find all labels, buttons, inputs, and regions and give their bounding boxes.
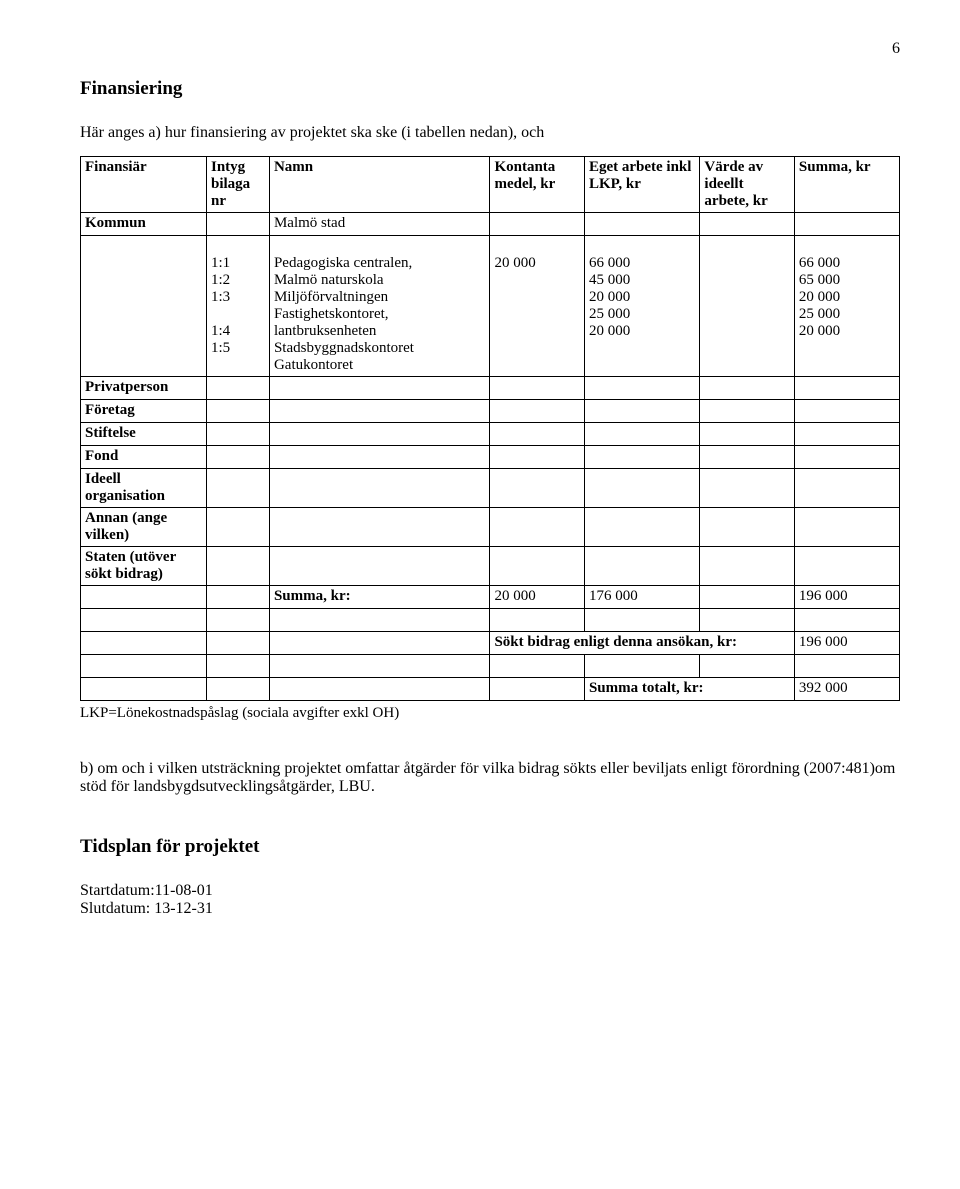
cell-foretag-label: Företag xyxy=(81,400,207,423)
paragraph-b: b) om och i vilken utsträckning projekte… xyxy=(80,760,900,796)
lkp-note: LKP=Lönekostnadspåslag (sociala avgifter… xyxy=(80,705,900,722)
cell-kommun-summa xyxy=(794,213,899,236)
cell-detail-varde xyxy=(700,236,794,377)
row-ideell: Ideell organisation xyxy=(81,469,900,508)
cell-staten-label: Staten (utöver sökt bidrag) xyxy=(81,547,207,586)
row-privatperson: Privatperson xyxy=(81,377,900,400)
end-date: Slutdatum: 13-12-31 xyxy=(80,900,900,918)
row-stiftelse: Stiftelse xyxy=(81,423,900,446)
eget-line-5: 25 000 xyxy=(589,306,695,323)
section-title-tidsplan: Tidsplan för projektet xyxy=(80,836,900,858)
cell-fond-label: Fond xyxy=(81,446,207,469)
eget-line-1: 66 000 xyxy=(589,255,695,272)
page-number: 6 xyxy=(80,40,900,58)
row-annan: Annan (ange vilken) xyxy=(81,508,900,547)
cell-detail-summa: 66 000 65 000 20 000 25 000 20 000 xyxy=(794,236,899,377)
row-fond: Fond xyxy=(81,446,900,469)
cell-summa-summa: 196 000 xyxy=(794,586,899,609)
cell-summa-label: Summa, kr: xyxy=(269,586,489,609)
intyg-4: 1:4 xyxy=(211,323,265,340)
intro-paragraph: Här anges a) hur finansiering av projekt… xyxy=(80,124,900,142)
th-kontanta: Kontanta medel, kr xyxy=(490,157,584,213)
cell-kommun-kontanta xyxy=(490,213,584,236)
cell-detail-kontanta: 20 000 xyxy=(490,236,584,377)
summa-line-6: 20 000 xyxy=(799,323,895,340)
namn-line-6: Gatukontoret xyxy=(274,357,485,374)
cell-sokt-label: Sökt bidrag enligt denna ansökan, kr: xyxy=(490,632,794,655)
cell-total-value: 392 000 xyxy=(794,678,899,701)
cell-detail-financier xyxy=(81,236,207,377)
th-varde: Värde av ideellt arbete, kr xyxy=(700,157,794,213)
kontanta-line-2: 20 000 xyxy=(494,255,579,272)
start-date: Startdatum:11-08-01 xyxy=(80,882,900,900)
cell-detail-intyg: 1:1 1:2 1:3 1:4 1:5 xyxy=(206,236,269,377)
section-title-finansiering: Finansiering xyxy=(80,78,900,100)
namn-line-4: lantbruksenheten xyxy=(274,323,485,340)
cell-summa-kontanta: 20 000 xyxy=(490,586,584,609)
eget-line-6: 20 000 xyxy=(589,323,695,340)
namn-line-3: Fastighetskontoret, xyxy=(274,306,485,323)
financing-table: Finansiär Intyg bilaga nr Namn Kontanta … xyxy=(80,156,900,701)
th-eget: Eget arbete inkl LKP, kr xyxy=(584,157,699,213)
cell-kommun-namn: Malmö stad xyxy=(269,213,489,236)
cell-summa-varde xyxy=(700,586,794,609)
cell-detail-namn: Pedagogiska centralen, Malmö naturskola … xyxy=(269,236,489,377)
cell-kommun-intyg xyxy=(206,213,269,236)
cell-kommun-varde xyxy=(700,213,794,236)
intyg-5: 1:5 xyxy=(211,340,265,357)
cell-total-label: Summa totalt, kr: xyxy=(584,678,794,701)
th-financier: Finansiär xyxy=(81,157,207,213)
tidsplan-dates: Startdatum:11-08-01 Slutdatum: 13-12-31 xyxy=(80,882,900,918)
row-sokt: Sökt bidrag enligt denna ansökan, kr: 19… xyxy=(81,632,900,655)
table-header-row: Finansiär Intyg bilaga nr Namn Kontanta … xyxy=(81,157,900,213)
namn-line-1: Malmö naturskola xyxy=(274,272,485,289)
cell-stiftelse-label: Stiftelse xyxy=(81,423,207,446)
row-foretag: Företag xyxy=(81,400,900,423)
cell-summa-eget: 176 000 xyxy=(584,586,699,609)
row-blank-1 xyxy=(81,609,900,632)
row-blank-2 xyxy=(81,655,900,678)
namn-line-0: Pedagogiska centralen, xyxy=(274,255,485,272)
th-summa: Summa, kr xyxy=(794,157,899,213)
row-summa: Summa, kr: 20 000 176 000 196 000 xyxy=(81,586,900,609)
eget-line-2: 45 000 xyxy=(589,272,695,289)
cell-sokt-value: 196 000 xyxy=(794,632,899,655)
cell-annan-label: Annan (ange vilken) xyxy=(81,508,207,547)
row-detail: 1:1 1:2 1:3 1:4 1:5 Pedagogiska centrale… xyxy=(81,236,900,377)
namn-line-2: Miljöförvaltningen xyxy=(274,289,485,306)
row-kommun: Kommun Malmö stad xyxy=(81,213,900,236)
namn-line-5: Stadsbyggnadskontoret xyxy=(274,340,485,357)
intyg-3: 1:3 xyxy=(211,289,265,306)
eget-line-4: 20 000 xyxy=(589,289,695,306)
cell-privatperson-label: Privatperson xyxy=(81,377,207,400)
row-total: Summa totalt, kr: 392 000 xyxy=(81,678,900,701)
summa-line-1: 66 000 xyxy=(799,255,895,272)
intyg-2: 1:2 xyxy=(211,272,265,289)
summa-line-4: 20 000 xyxy=(799,289,895,306)
cell-kommun-label: Kommun xyxy=(81,213,207,236)
summa-line-2: 65 000 xyxy=(799,272,895,289)
cell-detail-eget: 66 000 45 000 20 000 25 000 20 000 xyxy=(584,236,699,377)
intyg-1: 1:1 xyxy=(211,255,265,272)
summa-line-5: 25 000 xyxy=(799,306,895,323)
cell-ideell-label: Ideell organisation xyxy=(81,469,207,508)
th-intyg: Intyg bilaga nr xyxy=(206,157,269,213)
cell-kommun-eget xyxy=(584,213,699,236)
th-namn: Namn xyxy=(269,157,489,213)
row-staten: Staten (utöver sökt bidrag) xyxy=(81,547,900,586)
